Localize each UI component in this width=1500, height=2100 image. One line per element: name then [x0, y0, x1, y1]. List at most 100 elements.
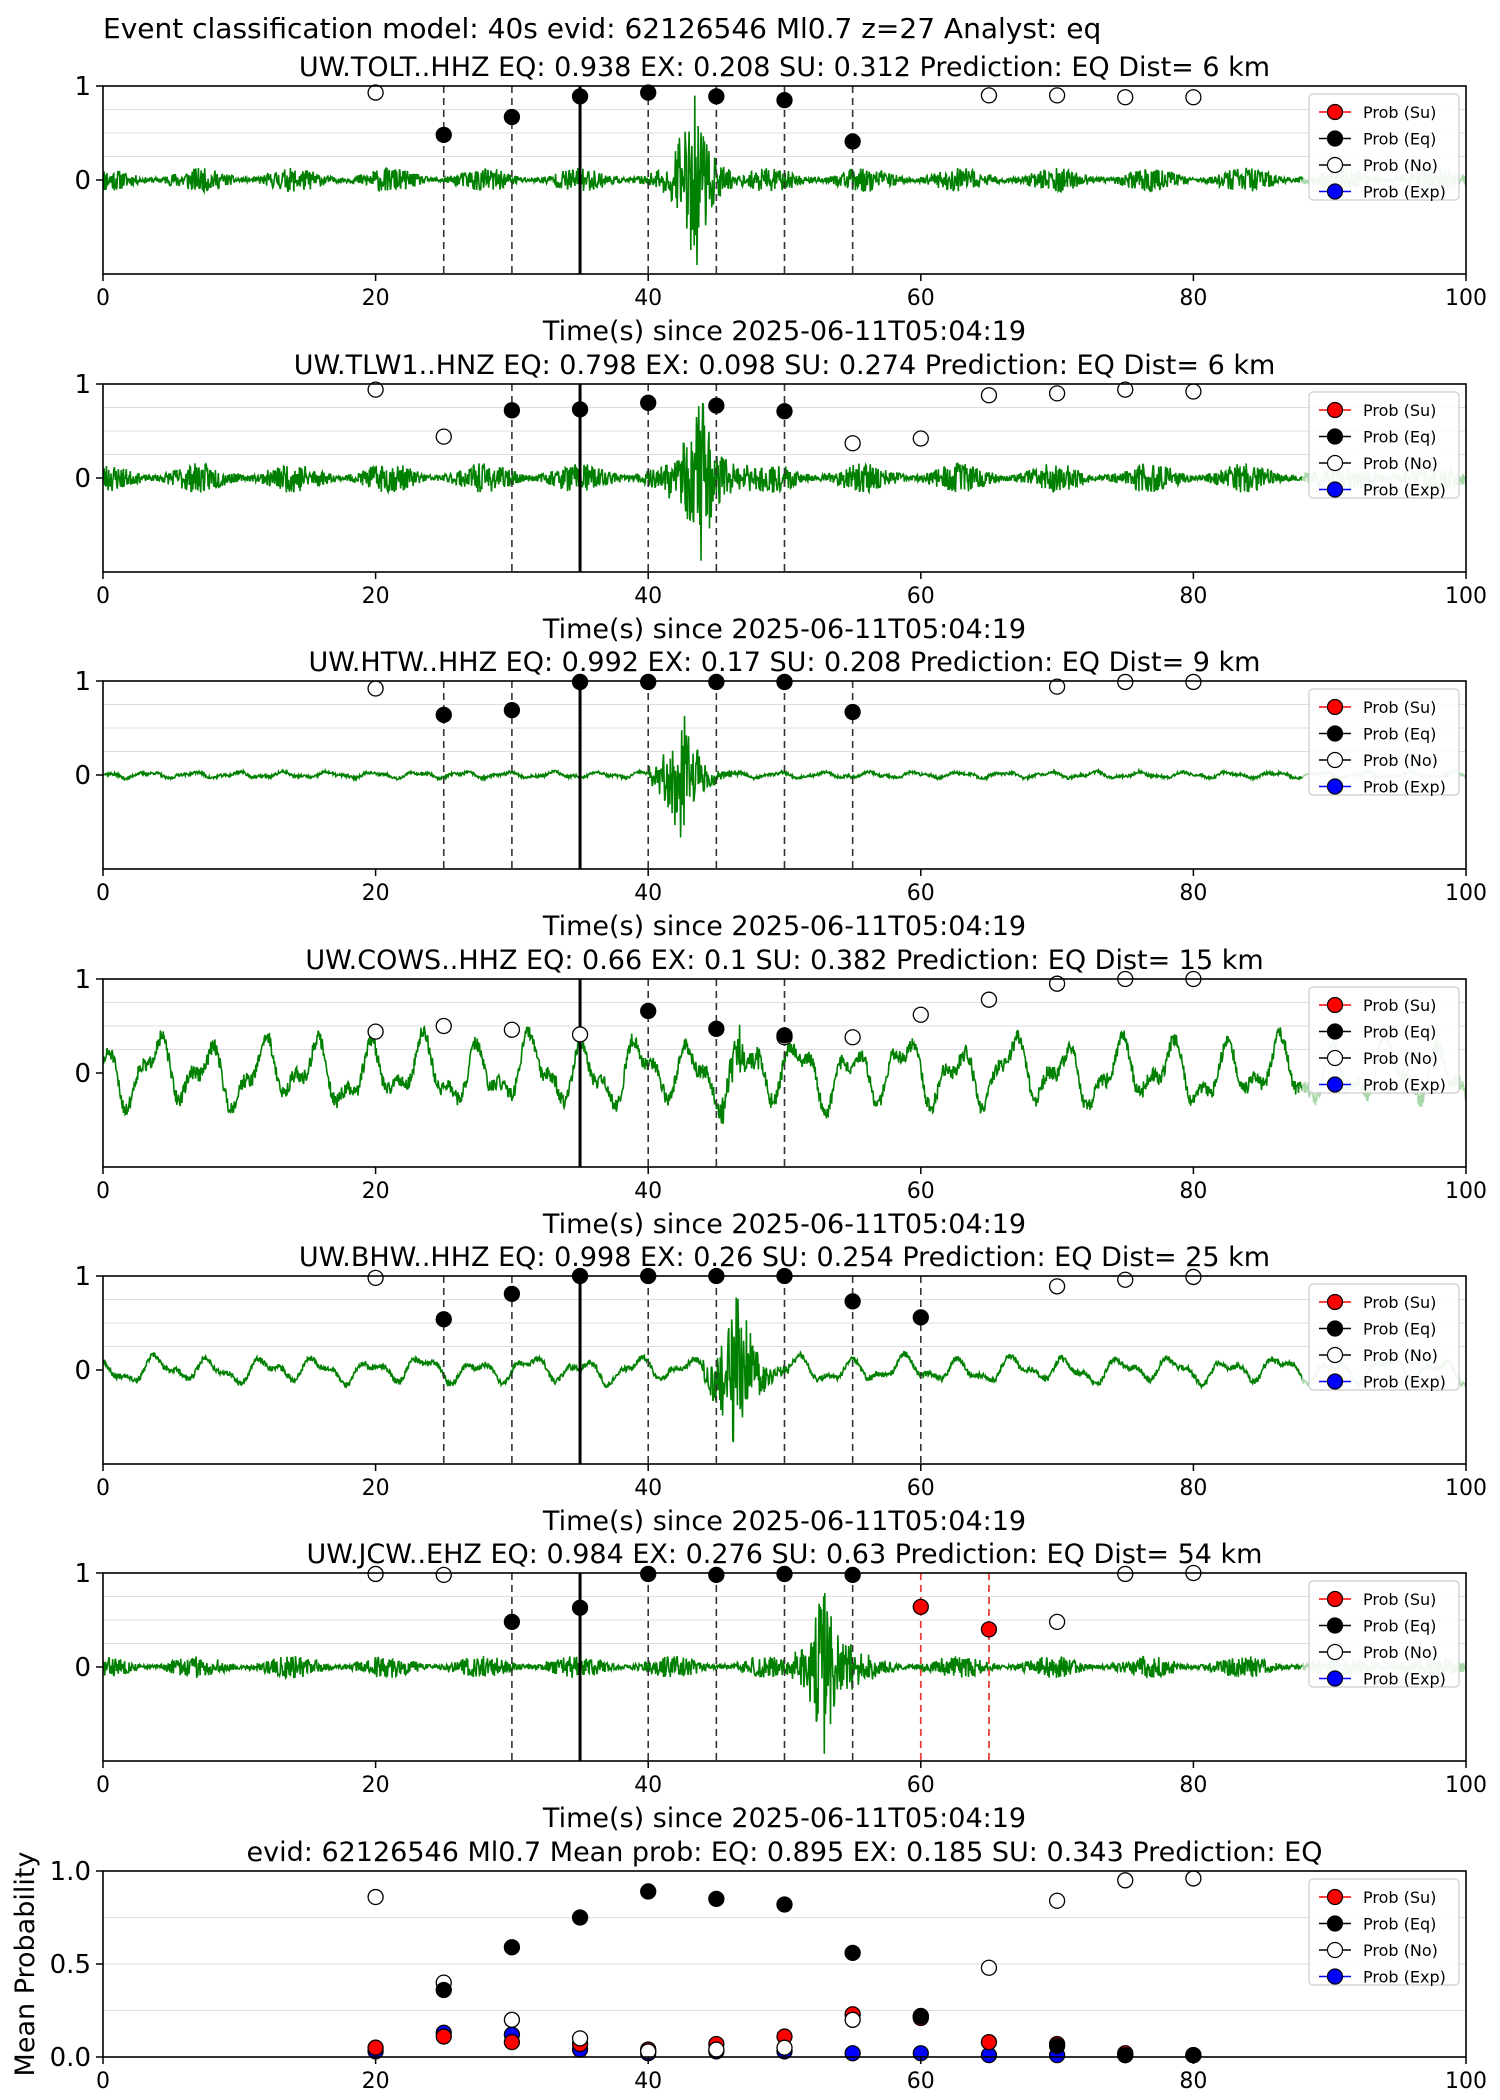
legend-label-eq: Prob (Eq)	[1363, 1320, 1436, 1339]
legend-label-su: Prob (Su)	[1363, 698, 1436, 717]
legend-box	[1308, 688, 1460, 796]
point-eq	[776, 1896, 793, 1913]
legend-marker-su	[1326, 103, 1344, 121]
point-no	[980, 1959, 998, 1976]
point-no	[1117, 673, 1134, 691]
point-eq	[571, 88, 589, 105]
legend-marker-su	[1326, 1888, 1344, 1906]
point-eq	[776, 403, 793, 420]
point-eq	[844, 1944, 861, 1961]
point-no	[1117, 1872, 1134, 1889]
legend-marker-no	[1326, 1346, 1344, 1364]
x-tick-label: 100	[1445, 2069, 1487, 2094]
x-tick-label: 80	[1179, 286, 1207, 311]
waveform-trace	[103, 1297, 1304, 1443]
point-eq	[435, 126, 452, 144]
point-no	[503, 2011, 521, 2028]
legend-marker-eq	[1326, 1915, 1344, 1932]
legend-marker-no	[1326, 1643, 1344, 1661]
figure-suptitle: Event classification model: 40s evid: 62…	[103, 12, 1101, 45]
legend-label-su: Prob (Su)	[1363, 1590, 1436, 1609]
legend-label-no: Prob (No)	[1363, 1643, 1438, 1662]
point-eq	[503, 701, 521, 719]
x-tick-label: 0	[96, 584, 110, 609]
point-su	[435, 2028, 452, 2045]
x-tick-label: 80	[1179, 1476, 1207, 1501]
point-eq	[708, 673, 725, 691]
x-axis-label: Time(s) since 2025-06-11T05:04:19	[542, 316, 1026, 347]
x-tick-label: 0	[96, 2069, 110, 2094]
point-eq	[503, 108, 521, 126]
legend: Prob (Su) Prob (Eq) Prob (No) Prob (Exp)	[1308, 1580, 1460, 1689]
legend-label-exp: Prob (Exp)	[1363, 1076, 1446, 1095]
x-tick-label: 20	[362, 286, 390, 311]
point-no	[1048, 1278, 1066, 1295]
y-tick-label: 1	[74, 965, 91, 995]
legend-label-su: Prob (Su)	[1363, 401, 1436, 420]
x-tick-label: 40	[634, 1179, 662, 1204]
point-eq	[1048, 2037, 1066, 2054]
y-tick-label: 0.5	[50, 1950, 91, 1980]
legend-marker-exp	[1326, 183, 1344, 200]
point-eq	[708, 397, 725, 414]
legend-label-eq: Prob (Eq)	[1363, 1915, 1436, 1934]
x-tick-label: 60	[907, 286, 935, 311]
point-eq	[912, 2007, 929, 2025]
legend: Prob (Su) Prob (Eq) Prob (No) Prob (Exp)	[1308, 688, 1460, 797]
panel-3: UW.HTW..HHZ EQ: 0.992 EX: 0.17 SU: 0.208…	[74, 647, 1487, 942]
waveform-trace	[103, 402, 1304, 561]
y-tick-label: 1	[74, 72, 91, 102]
point-exp	[844, 2045, 861, 2062]
y-tick-label: 1	[74, 370, 91, 400]
x-tick-label: 40	[634, 2069, 662, 2094]
x-tick-label: 100	[1445, 286, 1487, 311]
point-eq	[571, 1599, 589, 1616]
point-no	[844, 435, 861, 452]
y-tick-label: 0	[74, 1653, 91, 1683]
waveform-trace	[103, 95, 1304, 266]
x-tick-label: 20	[362, 2069, 390, 2094]
waveform-trace	[103, 1024, 1304, 1124]
legend-marker-eq	[1326, 428, 1344, 445]
legend-marker-exp	[1326, 481, 1344, 498]
point-no	[367, 1888, 384, 1906]
point-eq	[640, 673, 657, 691]
x-axis-label: Time(s) since 2025-06-11T05:04:19	[542, 1803, 1026, 1834]
y-tick-label: 1	[74, 667, 91, 697]
legend-marker-no	[1326, 1941, 1344, 1959]
legend-box	[1308, 986, 1460, 1094]
x-tick-label: 80	[1179, 1773, 1207, 1798]
point-no	[367, 1269, 384, 1287]
y-axis-label: Mean Probability	[10, 1852, 41, 2077]
point-no	[367, 84, 384, 101]
point-eq	[640, 1565, 657, 1583]
panel-4: UW.COWS..HHZ EQ: 0.66 EX: 0.1 SU: 0.382 …	[74, 945, 1487, 1240]
x-tick-label: 80	[1179, 881, 1207, 906]
point-su	[980, 1621, 998, 1638]
legend-marker-eq	[1326, 130, 1344, 147]
waveform-trace	[103, 1592, 1304, 1754]
x-tick-label: 60	[907, 1773, 935, 1798]
point-eq	[844, 703, 861, 721]
x-tick-label: 80	[1179, 1179, 1207, 1204]
panel-title: UW.JCW..EHZ EQ: 0.984 EX: 0.276 SU: 0.63…	[307, 1539, 1263, 1570]
x-tick-label: 100	[1445, 1773, 1487, 1798]
x-tick-label: 0	[96, 286, 110, 311]
point-su	[503, 2033, 521, 2051]
point-eq	[503, 402, 521, 419]
y-tick-label: 1.0	[50, 1857, 91, 1887]
point-eq	[708, 1890, 725, 1908]
point-no	[1185, 89, 1202, 106]
legend-label-exp: Prob (Exp)	[1363, 1968, 1446, 1987]
waveform-trace	[103, 715, 1303, 838]
point-no	[435, 1017, 452, 1035]
panel-title: UW.BHW..HHZ EQ: 0.998 EX: 0.26 SU: 0.254…	[299, 1242, 1270, 1273]
legend-marker-no	[1326, 751, 1344, 769]
point-eq	[571, 401, 589, 418]
legend: Prob (Su) Prob (Eq) Prob (No) Prob (Exp)	[1308, 93, 1460, 202]
panel-5: UW.BHW..HHZ EQ: 0.998 EX: 0.26 SU: 0.254…	[74, 1242, 1487, 1537]
point-no	[367, 381, 384, 398]
point-eq	[1117, 2046, 1134, 2064]
